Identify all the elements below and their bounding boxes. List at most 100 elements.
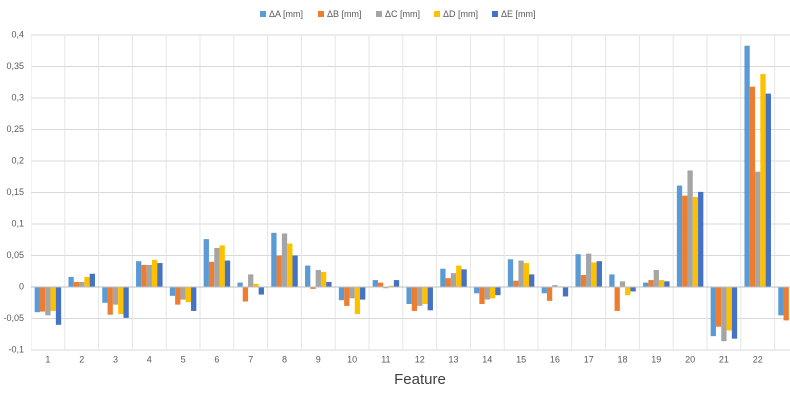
bar [619,281,626,287]
bar [68,276,74,287]
bar [765,93,771,287]
bar [495,287,501,296]
bar [698,191,704,287]
y-tick-label: 0,15 [6,187,24,197]
x-tick-label: 9 [316,354,321,364]
bar [523,263,530,287]
bar [778,287,784,316]
x-tick-label: 18 [617,354,627,364]
x-tick-label: 21 [719,354,729,364]
bar [203,239,209,287]
bar [648,280,654,287]
bar [596,261,602,287]
bar [191,287,197,311]
y-tick-label: 0,05 [6,250,24,260]
bar [427,287,433,311]
bar [575,254,581,287]
bar [253,283,259,287]
x-tick-label: 17 [584,354,594,364]
bar [783,287,789,321]
bar [562,287,569,297]
bar [609,274,615,287]
legend-swatch [434,11,440,17]
bar [710,287,716,337]
bar [664,281,670,287]
bar [440,268,446,287]
x-tick-label: 6 [214,354,219,364]
bar [479,287,485,305]
bar [445,278,451,287]
x-tick-label: 7 [248,354,253,364]
bar [320,271,327,287]
x-tick-label: 5 [181,354,186,364]
bar [614,287,620,311]
bar [84,276,90,287]
bar [219,245,225,287]
x-tick-label: 2 [79,354,84,364]
bar [185,287,192,303]
bar [258,287,264,295]
bar [151,259,158,287]
bar [687,170,693,287]
bar [529,274,535,287]
x-tick-label: 14 [482,354,492,364]
bar [271,232,277,287]
bar [715,287,722,327]
bar [541,287,547,294]
bar [643,282,649,287]
bar [146,264,152,287]
x-tick-label: 4 [147,354,152,364]
x-tick-label: 12 [415,354,425,364]
bar [136,261,142,287]
legend-label: ΔA [mm] [269,9,303,19]
x-tick-label: 11 [381,354,390,364]
bar [79,281,85,287]
legend-swatch [318,11,324,17]
x-axis-title: Feature [394,371,446,388]
bar [118,287,124,315]
bar [721,287,727,342]
bar [208,261,215,287]
x-tick-label: 13 [448,354,458,364]
bar [625,287,631,296]
bar [456,265,462,287]
bar [349,287,355,299]
x-tick-label: 3 [113,354,118,364]
bar [372,280,378,287]
y-tick-label: 0,1 [11,218,24,228]
bar [354,287,361,315]
bar [552,285,558,287]
bar [224,260,231,287]
bar [169,287,176,296]
x-tick-label: 15 [516,354,526,364]
bar [34,287,40,313]
legend-swatch [376,11,382,17]
bar [276,255,282,287]
bar [393,280,400,287]
bar [39,287,46,312]
bar [692,196,699,287]
bar [383,287,389,289]
bar [658,280,665,287]
bar [45,287,51,316]
bar [237,282,243,287]
y-tick-label: 0,35 [6,61,24,71]
bar [175,287,181,305]
bar [102,287,108,303]
bar [180,287,186,300]
bar [630,287,636,292]
bar [682,195,688,287]
bar [726,287,732,331]
bar [315,269,321,287]
bar [338,287,345,301]
bar [513,280,519,287]
bar [157,263,163,287]
bar [411,287,418,311]
y-tick-label: 0,25 [6,124,24,134]
bar [417,287,423,306]
bar [484,287,490,300]
bar [305,265,311,287]
bar [744,45,750,288]
bar [591,262,597,287]
legend-label: ΔC [mm] [385,9,420,19]
